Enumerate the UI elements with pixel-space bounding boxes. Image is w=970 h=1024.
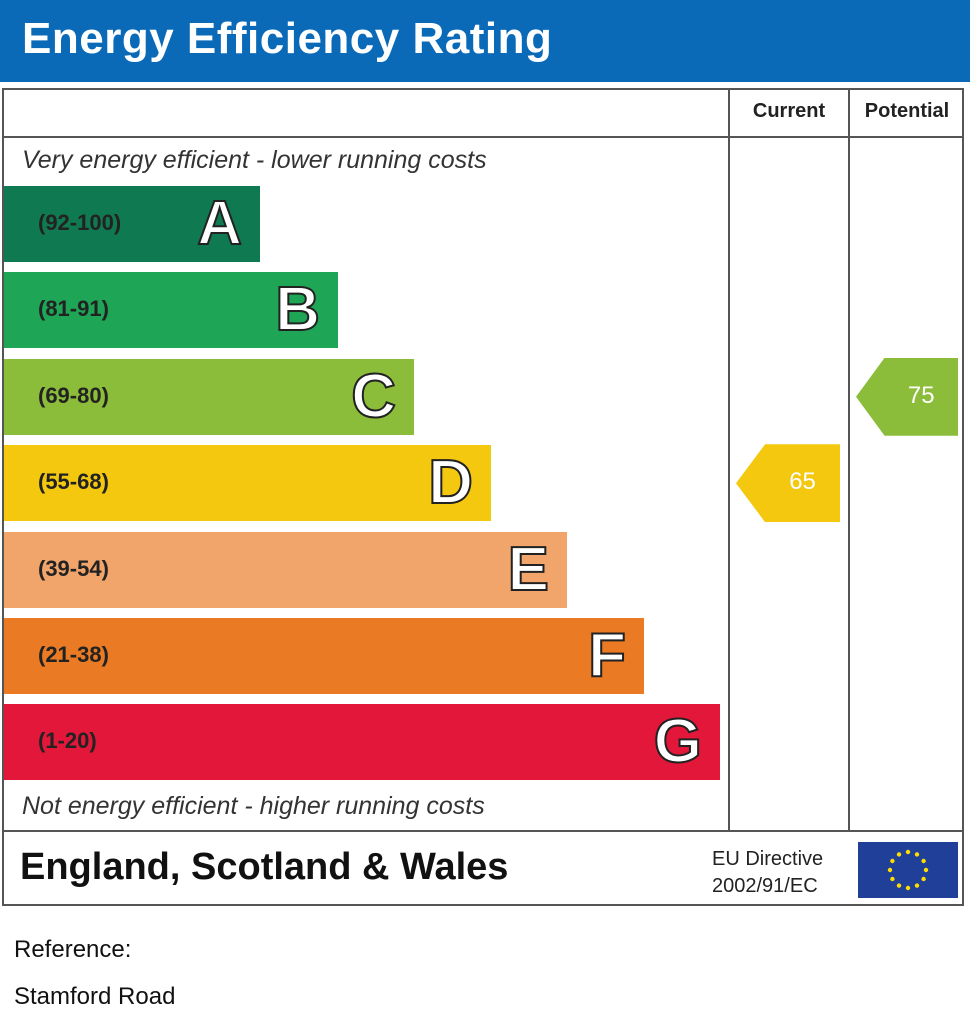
caption-top: Very energy efficient - lower running co…	[22, 146, 487, 174]
header-divider	[4, 136, 962, 138]
eu-flag-icon	[858, 842, 958, 898]
band-c: (69-80) C	[4, 358, 414, 435]
band-a: (92-100) A	[4, 186, 260, 262]
band-f: (21-38) F	[4, 618, 644, 694]
reference-value: Stamford Road	[14, 983, 176, 1010]
potential-column-divider	[848, 90, 850, 830]
band-g-range: (1-20)	[38, 728, 97, 754]
band-g: (1-20) G	[4, 704, 720, 781]
band-g-letter: G	[653, 706, 703, 777]
footer-divider	[4, 830, 962, 832]
band-b-range: (81-91)	[38, 296, 109, 322]
band-f-letter: F	[587, 620, 627, 691]
band-d-range: (55-68)	[38, 469, 109, 495]
band-a-range: (92-100)	[38, 210, 122, 235]
band-d: (55-68) D	[4, 445, 491, 522]
potential-rating-value: 75	[907, 381, 935, 409]
eu-directive: EU Directive 2002/91/EC	[712, 846, 823, 900]
band-e-letter: E	[507, 534, 550, 605]
region-label: England, Scotland & Wales	[20, 846, 509, 888]
band-b: (81-91) B	[4, 272, 338, 349]
band-c-letter: C	[350, 361, 397, 432]
current-column-divider	[728, 90, 730, 830]
band-a-letter: A	[196, 188, 243, 259]
band-e-range: (39-54)	[38, 555, 109, 581]
caption-bottom: Not energy efficient - higher running co…	[22, 792, 485, 820]
current-column-header: Current	[752, 100, 826, 122]
eu-directive-line1: EU Directive	[712, 848, 824, 870]
band-b-letter: B	[274, 274, 321, 345]
current-rating-value: 65	[789, 468, 816, 496]
eu-stars-icon	[887, 849, 929, 891]
reference-label: Reference:	[14, 936, 132, 963]
rating-frame	[2, 88, 964, 906]
chart-title: Energy Efficiency Rating	[22, 14, 553, 63]
eu-directive-line2: 2002/91/EC	[712, 875, 818, 897]
band-d-letter: D	[427, 447, 474, 518]
band-f-range: (21-38)	[38, 642, 109, 667]
band-e: (39-54) E	[4, 531, 567, 608]
band-c-range: (69-80)	[38, 382, 109, 408]
potential-column-header: Potential	[864, 100, 950, 122]
header-bar: Energy Efficiency Rating	[0, 0, 970, 82]
